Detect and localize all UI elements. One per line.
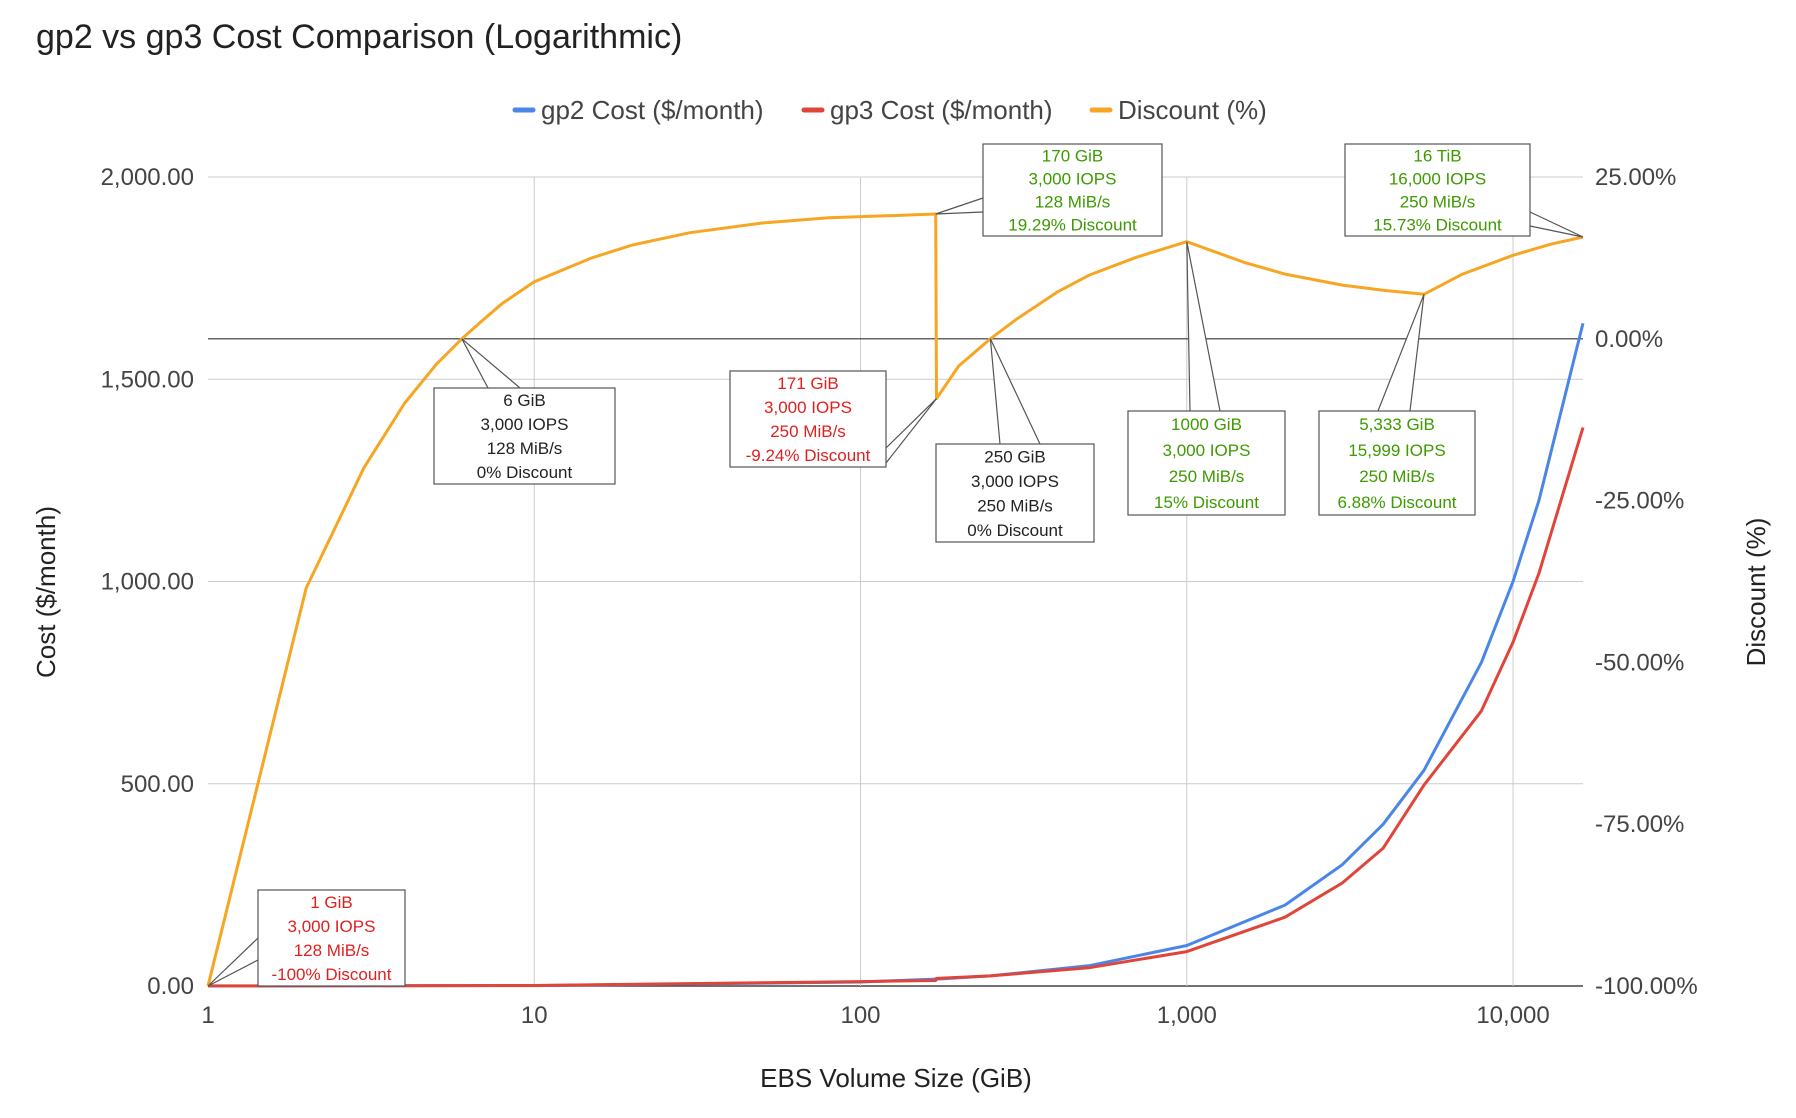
annotation-callout: 5,333 GiB 15,999 IOPS 250 MiB/s 6.88% Disco… bbox=[1318, 294, 1476, 516]
annotation-line: 250 MiB/s bbox=[977, 496, 1053, 515]
annotation-line: 250 MiB/s bbox=[1169, 467, 1245, 486]
annotation-line: 16 TiB bbox=[1413, 147, 1461, 166]
x-tick-label: 10,000 bbox=[1476, 1002, 1549, 1029]
annotation-line: 171 GiB bbox=[777, 374, 838, 393]
annotation-box bbox=[935, 443, 1095, 543]
annotation-pointer bbox=[207, 937, 259, 987]
annotation-layer: 1 GiB 3,000 IOPS 128 MiB/s -100% Discount 6 … bbox=[207, 143, 1584, 987]
annotation-line: 15,999 IOPS bbox=[1348, 441, 1445, 460]
annotation-pointer bbox=[1529, 211, 1584, 238]
annotation-line: 128 MiB/s bbox=[294, 941, 370, 960]
x-axis-title: EBS Volume Size (GiB) bbox=[760, 1063, 1032, 1093]
legend-label: Discount (%) bbox=[1118, 95, 1267, 125]
series-line-discount bbox=[206, 212, 1584, 987]
y-tick-label: 2,000.00 bbox=[101, 164, 194, 191]
annotation-line: 0% Discount bbox=[967, 521, 1063, 540]
annotation-pointer bbox=[461, 338, 521, 389]
annotation-line: 128 MiB/s bbox=[487, 439, 563, 458]
annotation-line: -100% Discount bbox=[271, 965, 391, 984]
annotation-pointer bbox=[935, 197, 984, 215]
y2-tick-label: -75.00% bbox=[1595, 811, 1684, 838]
annotation-callout: 1000 GiB 3,000 IOPS 250 MiB/s 15% Discount bbox=[1127, 241, 1286, 516]
annotation-callout: 170 GiB 3,000 IOPS 128 MiB/s 19.29% Discoun… bbox=[935, 143, 1163, 237]
y2-axis-title: Discount (%) bbox=[1741, 518, 1771, 667]
annotation-line: 19.29% Discount bbox=[1008, 216, 1137, 235]
annotation-line: 15.73% Discount bbox=[1373, 216, 1502, 235]
axis-layer: 0.00 500.00 1,000.00 1,500.00 2,000.00 1 10 100… bbox=[101, 164, 1698, 1029]
annotation-line: 15% Discount bbox=[1154, 493, 1259, 512]
annotation-line: 170 GiB bbox=[1042, 147, 1103, 166]
annotation-line: 250 MiB/s bbox=[1359, 467, 1435, 486]
annotation-line: -9.24% Discount bbox=[746, 446, 871, 465]
annotation-callout: 250 GiB 3,000 IOPS 250 MiB/s 0% Discount bbox=[935, 338, 1095, 543]
annotation-pointer bbox=[1186, 241, 1221, 412]
x-tick-label: 1 bbox=[201, 1002, 214, 1029]
annotation-line: 16,000 IOPS bbox=[1389, 170, 1486, 189]
annotation-line: 6.88% Discount bbox=[1337, 493, 1456, 512]
annotation-line: 250 MiB/s bbox=[770, 422, 846, 441]
annotation-line: 3,000 IOPS bbox=[764, 398, 852, 417]
annotation-pointer bbox=[1377, 294, 1425, 412]
y-tick-label: 1,000.00 bbox=[101, 569, 194, 596]
annotation-line: 6 GiB bbox=[503, 391, 546, 410]
grid-layer bbox=[208, 176, 1583, 987]
annotation-line: 3,000 IOPS bbox=[971, 472, 1059, 491]
annotation-line: 3,000 IOPS bbox=[1029, 170, 1117, 189]
y-tick-label: 1,500.00 bbox=[101, 366, 194, 393]
annotation-box bbox=[257, 889, 406, 987]
annotation-box bbox=[982, 143, 1163, 237]
annotation-line: 3,000 IOPS bbox=[288, 917, 376, 936]
annotation-line: 3,000 IOPS bbox=[481, 415, 569, 434]
annotation-callout: 6 GiB 3,000 IOPS 128 MiB/s 0% Discount bbox=[433, 338, 616, 485]
annotation-pointer bbox=[885, 398, 937, 464]
y-tick-label: 500.00 bbox=[121, 771, 194, 798]
annotation-pointer bbox=[989, 338, 1041, 445]
chart-title: gp2 vs gp3 Cost Comparison (Logarithmic) bbox=[36, 18, 683, 56]
annotation-line: 250 GiB bbox=[984, 447, 1045, 466]
annotation-box bbox=[433, 387, 616, 485]
annotation-callout: 1 GiB 3,000 IOPS 128 MiB/s -100% Discount bbox=[207, 889, 406, 987]
annotation-box bbox=[729, 370, 887, 468]
annotation-callout: 171 GiB 3,000 IOPS 250 MiB/s -9.24% Discoun… bbox=[729, 370, 937, 468]
annotation-line: 1000 GiB bbox=[1171, 415, 1242, 434]
annotation-line: 1 GiB bbox=[310, 893, 353, 912]
annotation-line: 0% Discount bbox=[477, 463, 573, 482]
annotation-callout: 16 TiB 16,000 IOPS 250 MiB/s 15.73% Discoun… bbox=[1344, 143, 1584, 238]
y2-tick-label: 25.00% bbox=[1595, 164, 1676, 191]
annotation-box bbox=[1318, 410, 1476, 516]
series-layer bbox=[206, 212, 1585, 988]
y-axis-title: Cost ($/month) bbox=[31, 506, 61, 678]
x-tick-label: 1,000 bbox=[1157, 1002, 1217, 1029]
annotation-line: 3,000 IOPS bbox=[1163, 441, 1251, 460]
annotation-box bbox=[1344, 143, 1531, 237]
x-tick-label: 10 bbox=[521, 1002, 548, 1029]
annotation-line: 250 MiB/s bbox=[1400, 193, 1476, 212]
y-tick-label: 0.00 bbox=[147, 973, 194, 1000]
annotation-line: 5,333 GiB bbox=[1359, 415, 1435, 434]
annotation-line: 128 MiB/s bbox=[1035, 193, 1111, 212]
y2-tick-label: 0.00% bbox=[1595, 326, 1663, 353]
series-line-gp3 bbox=[207, 427, 1585, 988]
y2-tick-label: -25.00% bbox=[1595, 488, 1684, 515]
legend: gp2 Cost ($/month) gp3 Cost ($/month) Disc… bbox=[512, 95, 1267, 125]
y2-tick-label: -100.00% bbox=[1595, 973, 1698, 1000]
legend-label: gp2 Cost ($/month) bbox=[541, 95, 764, 125]
y2-tick-label: -50.00% bbox=[1595, 649, 1684, 676]
annotation-box bbox=[1127, 410, 1286, 516]
legend-label: gp3 Cost ($/month) bbox=[830, 95, 1053, 125]
x-tick-label: 100 bbox=[840, 1002, 880, 1029]
